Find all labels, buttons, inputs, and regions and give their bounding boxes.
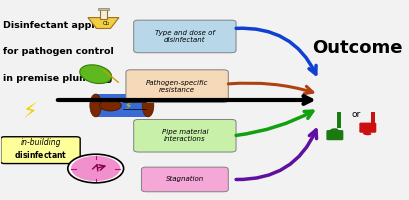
- Bar: [99, 9, 107, 19]
- Text: in-building
$\bf{disinfectant}$: in-building $\bf{disinfectant}$: [14, 138, 67, 160]
- FancyBboxPatch shape: [134, 20, 236, 53]
- Ellipse shape: [142, 94, 154, 117]
- Text: ⚡: ⚡: [22, 102, 37, 122]
- Bar: [96, 94, 148, 117]
- Text: in premise plumbing: in premise plumbing: [2, 74, 112, 83]
- Text: Pipe material
interactions: Pipe material interactions: [162, 129, 208, 142]
- Text: Disinfectant applied: Disinfectant applied: [2, 21, 110, 30]
- Text: ⚡: ⚡: [124, 100, 131, 110]
- Ellipse shape: [330, 128, 338, 132]
- FancyBboxPatch shape: [360, 123, 376, 133]
- FancyBboxPatch shape: [126, 70, 228, 102]
- Text: or: or: [351, 110, 360, 119]
- Ellipse shape: [90, 94, 101, 117]
- Text: Type and dose of
disinfectant: Type and dose of disinfectant: [155, 30, 215, 43]
- FancyBboxPatch shape: [142, 167, 228, 192]
- Circle shape: [99, 100, 121, 111]
- FancyBboxPatch shape: [326, 130, 343, 140]
- Polygon shape: [88, 18, 119, 28]
- Circle shape: [68, 154, 124, 183]
- Text: Stagnation: Stagnation: [166, 176, 204, 182]
- Circle shape: [71, 156, 120, 181]
- Text: Pathogen-specific
resistance: Pathogen-specific resistance: [146, 80, 208, 93]
- Bar: [98, 8, 109, 10]
- Text: Outcome: Outcome: [312, 39, 402, 57]
- Text: Cl₂: Cl₂: [103, 21, 110, 26]
- Bar: [337, 112, 341, 128]
- Bar: [371, 112, 375, 128]
- Ellipse shape: [363, 132, 371, 135]
- FancyBboxPatch shape: [1, 137, 80, 164]
- FancyBboxPatch shape: [134, 119, 236, 152]
- Ellipse shape: [80, 65, 112, 84]
- Text: for pathogen control: for pathogen control: [2, 47, 113, 56]
